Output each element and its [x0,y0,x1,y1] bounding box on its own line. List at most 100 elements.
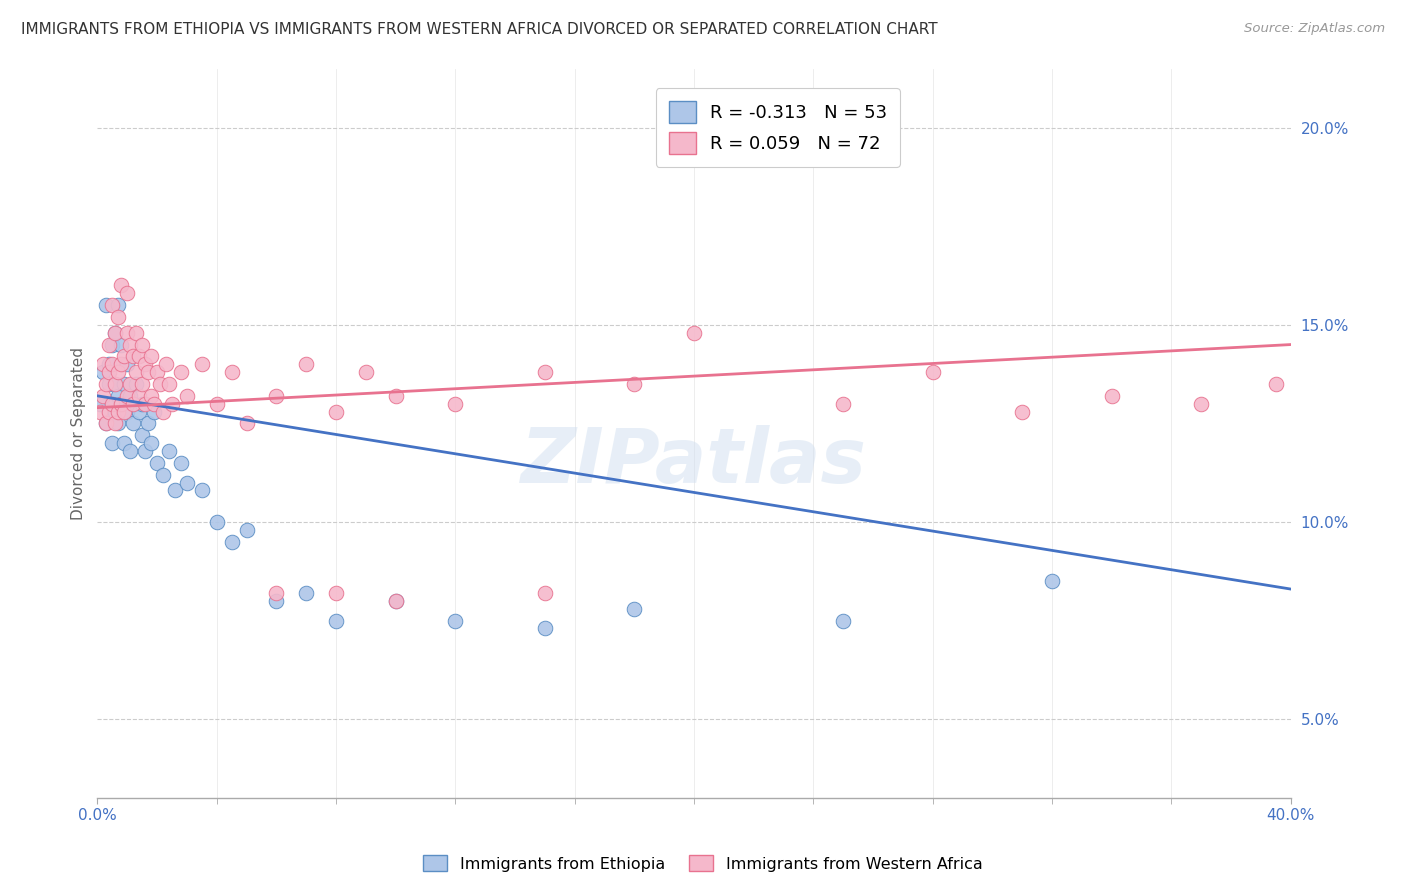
Point [131,397,153,411]
Point [235,523,257,537]
Point [143,397,166,411]
Point [205,397,228,411]
Point [96,298,118,312]
Point [325,404,347,418]
Point [444,397,467,411]
Point [101,436,124,450]
Point [120,389,142,403]
Point [444,614,467,628]
Point [131,428,153,442]
Point [122,350,145,364]
Point [115,357,138,371]
Point [107,417,129,431]
Point [110,397,132,411]
Point [96,417,118,431]
Point [120,376,142,391]
Point [107,365,129,379]
Legend: Immigrants from Ethiopia, Immigrants from Western Africa: Immigrants from Ethiopia, Immigrants fro… [415,847,991,880]
Point [104,376,127,391]
Point [534,622,557,636]
Point [115,389,138,403]
Point [122,417,145,431]
Point [149,376,172,391]
Point [110,278,132,293]
Point [136,365,159,379]
Point [191,483,214,498]
Legend: R = -0.313   N = 53, R = 0.059   N = 72: R = -0.313 N = 53, R = 0.059 N = 72 [655,88,900,167]
Point [152,467,174,482]
Point [104,326,127,340]
Point [266,594,288,608]
Point [125,376,148,391]
Point [354,365,377,379]
Point [120,337,142,351]
Point [146,456,169,470]
Point [128,389,150,403]
Point [235,417,257,431]
Point [163,483,186,498]
Point [170,365,193,379]
Point [1011,404,1033,418]
Point [221,534,243,549]
Point [534,365,557,379]
Y-axis label: Divorced or Separated: Divorced or Separated [72,347,86,520]
Point [91,389,114,403]
Point [101,357,124,371]
Point [120,444,142,458]
Point [101,298,124,312]
Point [143,404,166,418]
Point [112,350,135,364]
Point [152,404,174,418]
Point [125,365,148,379]
Point [98,376,121,391]
Point [325,586,347,600]
Point [155,357,177,371]
Point [139,350,162,364]
Point [134,357,156,371]
Point [295,586,318,600]
Point [128,350,150,364]
Point [98,404,121,418]
Point [125,326,148,340]
Point [157,376,180,391]
Point [176,389,198,403]
Point [384,389,406,403]
Point [139,436,162,450]
Point [101,337,124,351]
Point [98,404,121,418]
Point [683,326,706,340]
Point [104,326,127,340]
Point [128,404,150,418]
Point [104,417,127,431]
Point [98,357,121,371]
Point [921,365,943,379]
Point [110,357,132,371]
Point [96,376,118,391]
Point [1101,389,1123,403]
Point [1189,397,1212,411]
Point [1040,574,1063,589]
Point [101,397,124,411]
Text: Source: ZipAtlas.com: Source: ZipAtlas.com [1244,22,1385,36]
Point [107,389,129,403]
Point [112,376,135,391]
Point [384,594,406,608]
Point [122,397,145,411]
Point [96,417,118,431]
Point [325,614,347,628]
Point [534,586,557,600]
Point [139,389,162,403]
Point [131,337,153,351]
Point [115,286,138,301]
Point [146,365,169,379]
Point [221,365,243,379]
Point [104,376,127,391]
Point [170,456,193,470]
Point [89,397,111,411]
Point [266,389,288,403]
Point [384,594,406,608]
Point [134,444,156,458]
Text: ZIPatlas: ZIPatlas [522,425,868,500]
Point [136,417,159,431]
Point [101,397,124,411]
